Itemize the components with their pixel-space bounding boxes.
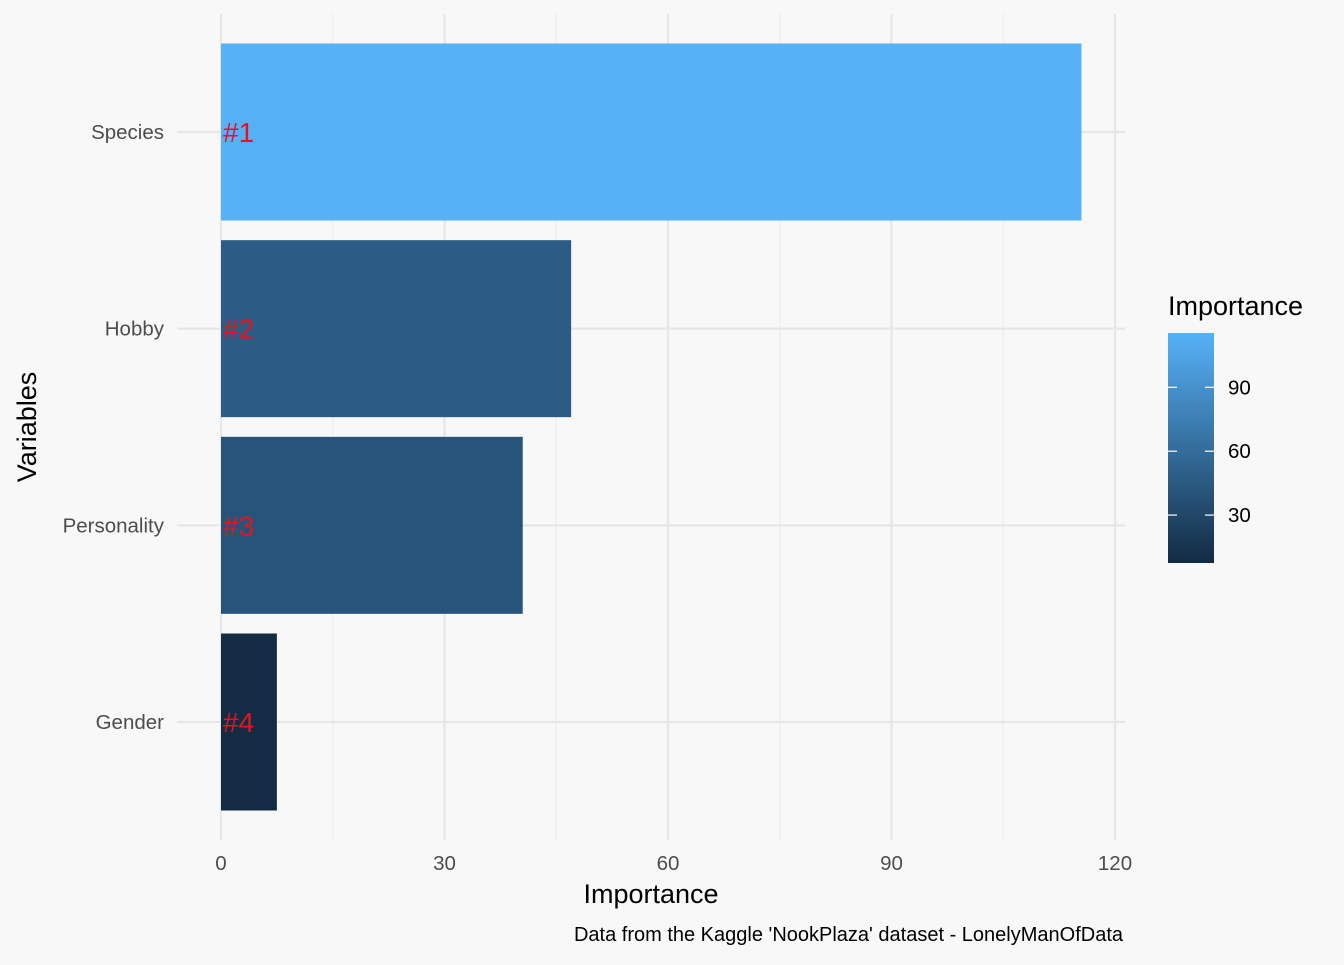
x-tick-label: 120 [1098, 852, 1132, 875]
legend-tick-label: 90 [1228, 376, 1251, 399]
bar-personality [221, 436, 523, 614]
x-axis-title: Importance [583, 879, 718, 909]
y-axis-title: Variables [12, 372, 42, 483]
bar-gender [221, 633, 277, 811]
x-tick-label: 90 [880, 852, 903, 875]
y-tick-label: Hobby [105, 318, 165, 341]
chart-caption: Data from the Kaggle 'NookPlaza' dataset… [574, 924, 1124, 946]
legend-title: Importance [1168, 291, 1303, 321]
bar-labels: #1 #2 #3 #4 [223, 117, 254, 738]
legend-tick-label: 30 [1228, 504, 1251, 527]
x-tick-label: 30 [433, 852, 456, 875]
bar-hobby [221, 240, 572, 418]
legend-ticks: 30 60 90 [1168, 376, 1251, 527]
rank-label: #1 [223, 117, 254, 148]
legend-tick-label: 60 [1228, 440, 1251, 463]
legend-colorbar [1168, 333, 1214, 563]
rank-label: #2 [223, 314, 254, 345]
x-tick-label: 0 [215, 852, 226, 875]
legend: Importance 30 60 90 [1168, 291, 1303, 563]
x-tick-label: 60 [657, 852, 680, 875]
y-tick-label: Gender [96, 711, 165, 734]
bars [221, 43, 1082, 811]
rank-label: #3 [223, 510, 254, 541]
bar-species [221, 43, 1082, 221]
rank-label: #4 [223, 707, 254, 738]
y-tick-label: Species [91, 121, 164, 144]
y-tick-label: Personality [63, 514, 165, 537]
axes: Species Hobby Personality Gender 0 30 60 90 120 [63, 121, 1133, 875]
